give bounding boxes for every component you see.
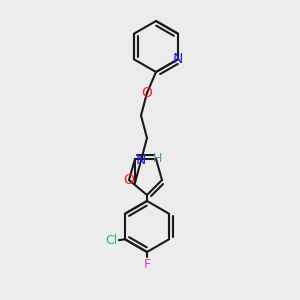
Text: O: O	[142, 86, 152, 100]
Text: N: N	[136, 154, 146, 167]
Text: O: O	[124, 173, 134, 187]
Text: H: H	[153, 152, 162, 166]
Text: Cl: Cl	[105, 234, 118, 247]
Text: F: F	[143, 257, 151, 271]
Text: N: N	[173, 52, 183, 66]
